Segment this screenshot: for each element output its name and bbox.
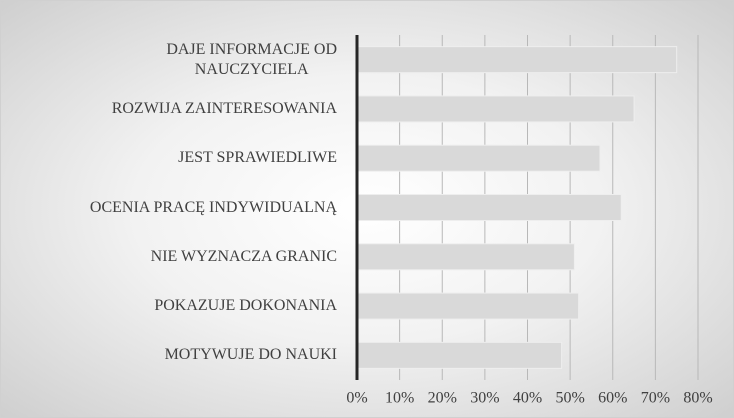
x-tick-label: 40% [513, 390, 542, 407]
y-tick-label: OCENIA PRACĘ INDYWIDUALNĄ [89, 198, 337, 216]
x-tick-label: 30% [470, 390, 499, 407]
y-tick-label: ROZWIJA ZAINTERESOWANIA [111, 99, 337, 117]
x-tick-label: 80% [683, 390, 712, 407]
bar [356, 144, 601, 172]
y-tick-label: DAJE INFORMACJE OD NAUCZYCIELA [166, 40, 337, 78]
bar [356, 243, 575, 271]
x-tick-label: 20% [428, 390, 457, 407]
bar [356, 194, 622, 221]
bar [356, 46, 678, 74]
bar [356, 292, 580, 320]
x-tick-label: 50% [555, 390, 584, 407]
y-tick-label: NIE WYZNACZA GRANIC [150, 247, 337, 265]
x-tick-label: 0% [346, 390, 367, 407]
y-tick-label: MOTYWUJE DO NAUKI [164, 346, 337, 364]
bar [356, 341, 563, 369]
y-tick-label: POKAZUJE DOKONANIA [154, 297, 337, 315]
x-tick-label: 60% [598, 390, 627, 407]
x-tick-label: 10% [385, 390, 414, 407]
x-tick-label: 70% [641, 390, 670, 407]
bar [356, 95, 635, 123]
y-tick-label: JEST SPRAWIEDLIWE [178, 149, 337, 167]
